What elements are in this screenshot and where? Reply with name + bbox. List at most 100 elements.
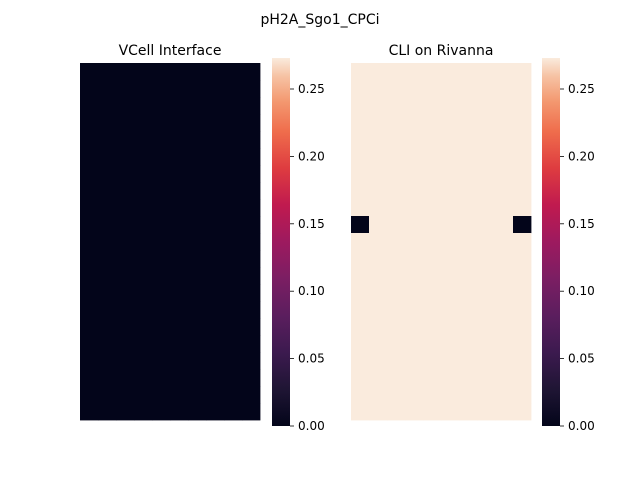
heatmap-cell (387, 165, 406, 183)
heatmap-cell (513, 63, 532, 81)
heatmap-cell (369, 63, 388, 81)
heatmap-cell (206, 97, 225, 115)
heatmap-cell (188, 233, 207, 251)
heatmap-cell (369, 318, 388, 336)
heatmap-grid-cli (351, 63, 532, 421)
heatmap-cell (369, 352, 388, 370)
heatmap-cell (441, 63, 460, 81)
heatmap-cell (224, 369, 243, 387)
heatmap-cell (224, 182, 243, 200)
heatmap-cell (513, 403, 532, 421)
heatmap-cell (152, 284, 171, 302)
heatmap-cell (242, 165, 261, 183)
heatmap-cell (98, 216, 117, 234)
heatmap-cell (152, 148, 171, 166)
heatmap-cell (495, 369, 514, 387)
heatmap-cell (459, 369, 478, 387)
heatmap-cell (116, 165, 135, 183)
heatmap-cell (152, 301, 171, 319)
heatmap-cell (152, 131, 171, 149)
heatmap-cell (152, 386, 171, 404)
heatmap-cell (134, 199, 153, 217)
heatmap-cell (423, 80, 442, 98)
colorbar-ticks: 0.00 0.05 0.10 0.15 0.20 0.25 (560, 82, 595, 433)
heatmap-cell (170, 250, 189, 268)
heatmap-cell (170, 301, 189, 319)
heatmap-cell (134, 352, 153, 370)
heatmap-cell (423, 318, 442, 336)
heatmap-cell (170, 352, 189, 370)
heatmap-cell (224, 352, 243, 370)
heatmap-cell (423, 216, 442, 234)
heatmap-cell (170, 369, 189, 387)
heatmap-cell (188, 267, 207, 285)
heatmap-cell (242, 267, 261, 285)
heatmap-cell (188, 114, 207, 132)
heatmap-cell (459, 148, 478, 166)
heatmap-cell (513, 148, 532, 166)
heatmap-cell (387, 233, 406, 251)
heatmap-cell (80, 318, 99, 336)
heatmap-cell (134, 131, 153, 149)
heatmap-cell (98, 318, 117, 336)
heatmap-cell (224, 284, 243, 302)
heatmap-cell (477, 216, 496, 234)
heatmap-cell (80, 199, 99, 217)
heatmap-cell (170, 165, 189, 183)
heatmap-cell (116, 233, 135, 251)
heatmap-cell (224, 131, 243, 149)
heatmap-cell (351, 233, 370, 251)
heatmap-cell (80, 369, 99, 387)
heatmap-cell (152, 114, 171, 132)
heatmap-cell (116, 369, 135, 387)
heatmap-cell (423, 386, 442, 404)
heatmap-cell (80, 284, 99, 302)
figure-title: pH2A_Sgo1_CPCi (260, 12, 379, 28)
heatmap-cell (441, 165, 460, 183)
heatmap-cell (224, 114, 243, 132)
heatmap-cell (188, 80, 207, 98)
heatmap-cell (477, 233, 496, 251)
heatmap-cell (116, 403, 135, 421)
heatmap-cell (134, 165, 153, 183)
heatmap-cell (188, 182, 207, 200)
heatmap-cell (459, 199, 478, 217)
heatmap-cell (405, 335, 424, 353)
heatmap-cell (495, 216, 514, 234)
heatmap-cell (423, 165, 442, 183)
heatmap-cell (477, 182, 496, 200)
heatmap-cell (405, 301, 424, 319)
heatmap-cell (351, 267, 370, 285)
heatmap-cell (351, 369, 370, 387)
heatmap-panel-vcell: VCell Interface 0.00 0.05 0.10 0.15 0.20 0.25 (80, 43, 325, 433)
heatmap-cell (206, 284, 225, 302)
heatmap-cell (206, 148, 225, 166)
heatmap-cell (441, 301, 460, 319)
heatmap-grid-vcell (80, 63, 261, 421)
heatmap-cell (351, 335, 370, 353)
heatmap-cell (242, 284, 261, 302)
heatmap-cell (495, 386, 514, 404)
heatmap-cell (188, 148, 207, 166)
heatmap-cell (152, 369, 171, 387)
heatmap-cell (369, 199, 388, 217)
heatmap-cell (441, 352, 460, 370)
heatmap-cell (459, 233, 478, 251)
heatmap-cell (351, 131, 370, 149)
heatmap-cell (405, 403, 424, 421)
heatmap-cell (98, 403, 117, 421)
heatmap-cell (405, 199, 424, 217)
heatmap-cell (170, 233, 189, 251)
heatmap-cell (80, 301, 99, 319)
heatmap-cell (459, 318, 478, 336)
heatmap-cell (224, 267, 243, 285)
heatmap-cell (387, 369, 406, 387)
heatmap-cell (477, 97, 496, 115)
heatmap-cell (513, 301, 532, 319)
heatmap-cell (423, 199, 442, 217)
heatmap-cell (116, 131, 135, 149)
heatmap-cell (477, 267, 496, 285)
heatmap-cell (134, 63, 153, 81)
heatmap-cell (80, 114, 99, 132)
heatmap-cell (351, 284, 370, 302)
